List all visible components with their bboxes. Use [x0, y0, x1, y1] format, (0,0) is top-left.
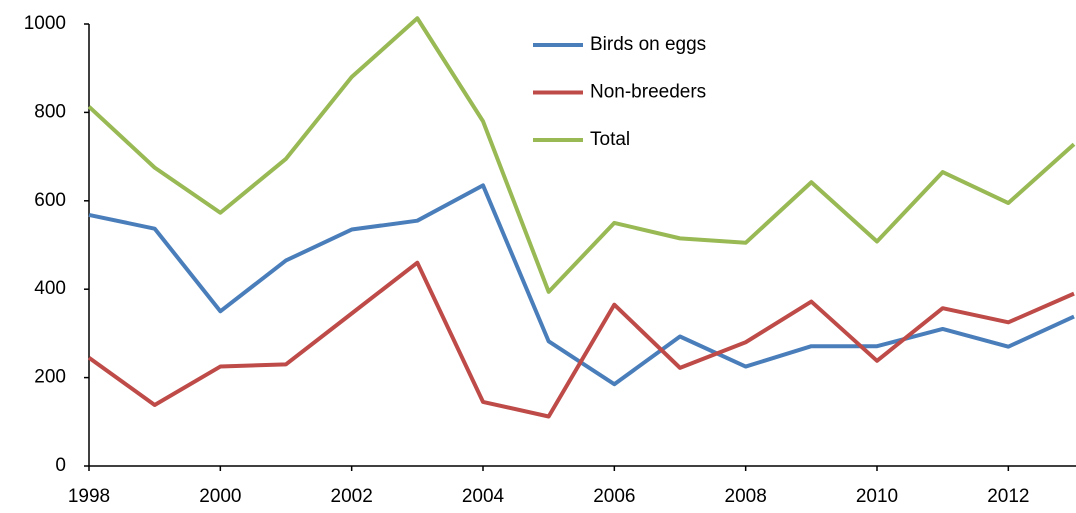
x-tick-label: 2008	[725, 486, 767, 507]
y-tick-label: 600	[34, 190, 66, 211]
y-tick-label: 800	[34, 101, 66, 122]
x-tick-label: 2006	[593, 486, 635, 507]
y-tick-label: 200	[34, 367, 66, 388]
x-tick-label: 2004	[462, 486, 505, 507]
y-tick-label: 0	[55, 455, 66, 476]
legend-label: Birds on eggs	[590, 34, 706, 55]
y-tick-label: 1000	[24, 13, 66, 34]
x-tick-label: 2000	[199, 486, 241, 507]
series-line	[88, 183, 1075, 387]
series-line	[87, 16, 1076, 294]
x-tick-label: 2002	[331, 486, 373, 507]
legend-label: Total	[590, 129, 630, 150]
x-tick-label: 2012	[987, 486, 1029, 507]
legend-label: Non-breeders	[590, 82, 706, 103]
series-line	[87, 260, 1075, 419]
x-tick-label: 2010	[856, 486, 898, 507]
x-tick-label: 1998	[68, 486, 110, 507]
y-tick-label: 400	[34, 278, 66, 299]
